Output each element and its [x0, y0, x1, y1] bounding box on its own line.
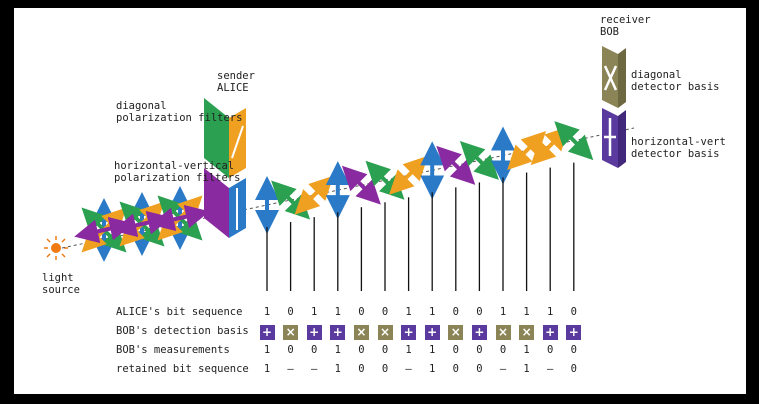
unpolarized-burst-icon — [74, 198, 134, 262]
retained-cell: 0 — [570, 363, 577, 375]
plus-basis-icon: + — [424, 325, 440, 340]
diagonal-detector-label: diagonal detector basis — [631, 69, 720, 93]
bob-measurements-cell: 0 — [499, 344, 507, 356]
alice-bits-cell: 0 — [452, 306, 459, 318]
photon-arrow — [530, 126, 570, 166]
retained-bits-label: retained bit sequence — [116, 363, 249, 375]
retained-cell: – — [499, 363, 507, 375]
plus-basis-icon: + — [330, 325, 346, 340]
bob-measurements-label: BOB's measurements — [116, 344, 230, 356]
photon-arrow — [459, 140, 499, 180]
photon-stream — [255, 121, 594, 234]
retained-cell: – — [405, 363, 412, 375]
bob-basis-label: BOB's detection basis — [116, 325, 249, 337]
retained-cell: 0 — [476, 363, 483, 375]
retained-cell: – — [287, 363, 294, 375]
light-source-label: light source — [42, 272, 80, 296]
x-basis-icon: × — [353, 325, 369, 340]
unpolarized-burst-icon — [112, 192, 172, 256]
bob-measurements-cell: 0 — [358, 344, 365, 356]
bob-measurements-cell: 0 — [570, 344, 577, 356]
x-basis-icon: × — [283, 325, 299, 340]
sender-label: sender ALICE — [217, 70, 255, 94]
photon-arrow — [389, 155, 429, 195]
receiver-label: receiver BOB — [600, 14, 651, 38]
diagram-panel: sender ALICE receiver BOB diagonal polar… — [14, 8, 746, 394]
retained-cell: 1 — [523, 363, 530, 375]
retained-cell: – — [547, 363, 554, 375]
bob-measurements-cell: 0 — [452, 344, 459, 356]
plus-basis-icon: + — [401, 325, 417, 340]
bob-measurements-cell: 0 — [381, 344, 389, 356]
bob-measurements-cell: 0 — [547, 344, 554, 356]
bob-measurements-cell: 0 — [287, 344, 294, 356]
alice-bits-cell: 1 — [405, 306, 412, 318]
bob-measurements-cell: 0 — [311, 344, 318, 356]
photon-arrow — [436, 145, 476, 185]
photon-arrow — [507, 131, 547, 171]
alice-bits-cell: 0 — [287, 306, 294, 318]
bob-measurements-cell: 1 — [523, 344, 530, 356]
x-basis-icon: × — [495, 325, 511, 340]
bob-measurements-cell: 1 — [334, 344, 341, 356]
bob-measurements-cell: 1 — [405, 344, 412, 356]
retained-cell: 1 — [263, 363, 271, 375]
plus-basis-icon: + — [566, 325, 582, 340]
alice-bits-cell: 1 — [547, 306, 554, 318]
unpolarized-light — [74, 186, 210, 262]
retained-cell: 0 — [452, 363, 459, 375]
alice-bits-cell: 1 — [334, 306, 341, 318]
retained-cell: – — [311, 363, 318, 375]
unpolarized-burst-icon — [150, 186, 210, 250]
photon-arrow — [365, 160, 405, 200]
hv-filters-label: horizontal-vertical polarization filters — [114, 160, 241, 184]
x-basis-icon: × — [519, 325, 535, 340]
photon-arrow — [341, 165, 381, 205]
retained-cell: 0 — [358, 363, 365, 375]
alice-bits-cell: 1 — [429, 306, 436, 318]
photon-arrow — [271, 180, 311, 220]
photon-arrow — [294, 175, 334, 215]
x-basis-icon: × — [377, 325, 393, 340]
alice-bits-cell: 1 — [263, 306, 271, 318]
alice-bits-cell: 0 — [358, 306, 365, 318]
bob-measurements-cell: 0 — [476, 344, 483, 356]
retained-cell: 1 — [429, 363, 436, 375]
diagonal-filters-label: diagonal polarization filters — [116, 100, 243, 124]
bob-measurements-cell: 1 — [263, 344, 271, 356]
alice-bits-cell: 1 — [499, 306, 507, 318]
alice-bits-cell: 1 — [311, 306, 318, 318]
bob-measurements-cell: 1 — [429, 344, 436, 356]
plus-basis-icon: + — [542, 325, 558, 340]
retained-cell: 0 — [381, 363, 389, 375]
plus-basis-icon: + — [259, 325, 275, 340]
alice-bits-cell: 0 — [476, 306, 483, 318]
photon-arrow — [554, 121, 594, 161]
hv-detector-label: horizontal-vert detector basis — [631, 136, 726, 160]
plus-basis-icon: + — [471, 325, 487, 340]
plus-basis-icon: + — [306, 325, 322, 340]
retained-cell: 1 — [334, 363, 341, 375]
qkd-diagram — [44, 46, 635, 291]
x-basis-icon: × — [448, 325, 464, 340]
alice-bits-cell: 0 — [381, 306, 389, 318]
light-source-icon — [44, 236, 68, 260]
alice-bits-cell: 1 — [523, 306, 530, 318]
bob-detectors-icon — [602, 46, 626, 168]
timeline-bars — [266, 162, 575, 291]
alice-bits-label: ALICE's bit sequence — [116, 306, 243, 318]
alice-bits-cell: 0 — [570, 306, 577, 318]
alice-filters-icon — [204, 98, 246, 238]
